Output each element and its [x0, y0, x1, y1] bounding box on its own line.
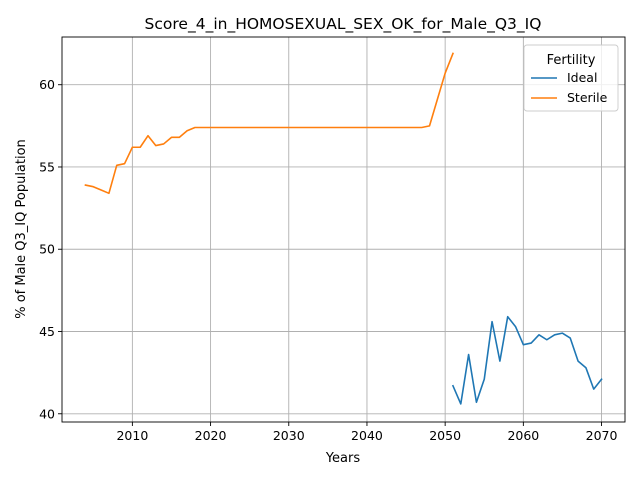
legend-box — [523, 44, 619, 112]
chart-title: Score_4_in_HOMOSEXUAL_SEX_OK_for_Male_Q3… — [145, 15, 542, 34]
y-tick-label: 60 — [39, 77, 55, 92]
x-tick-label: 2030 — [273, 428, 305, 443]
y-tick-label: 55 — [39, 159, 55, 174]
legend-title: Fertility — [547, 53, 596, 68]
y-tick-label: 50 — [39, 242, 55, 257]
grid — [62, 37, 625, 422]
y-axis-label: % of Male Q3_IQ Population — [14, 139, 29, 319]
x-tick-label: 2060 — [507, 428, 539, 443]
legend-label-sterile: Sterile — [567, 90, 608, 105]
legend: Fertility Ideal Sterile — [523, 44, 619, 112]
series-line-ideal — [451, 315, 603, 405]
plot-area-frame — [61, 36, 626, 423]
legend-label-ideal: Ideal — [567, 70, 597, 85]
y-axis: 40 45 50 55 60 — [39, 77, 62, 421]
y-tick-label: 40 — [39, 406, 55, 421]
x-axis: 2010 2020 2030 2040 2050 2060 2070 — [116, 422, 617, 443]
x-axis-label: Years — [325, 451, 361, 466]
series-lines — [84, 52, 603, 405]
legend-entries: Ideal Sterile — [531, 70, 608, 105]
series-line-sterile — [84, 52, 455, 195]
y-tick-label: 45 — [39, 324, 55, 339]
x-tick-label: 2040 — [351, 428, 383, 443]
x-tick-label: 2070 — [586, 428, 618, 443]
x-tick-label: 2010 — [116, 428, 148, 443]
x-tick-label: 2020 — [195, 428, 227, 443]
x-tick-label: 2050 — [429, 428, 461, 443]
